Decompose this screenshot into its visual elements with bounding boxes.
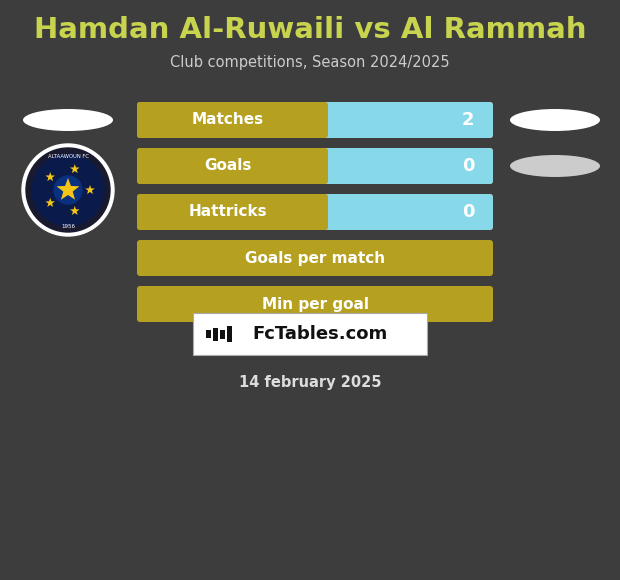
Text: ALTAAWOUN FC: ALTAAWOUN FC: [48, 154, 89, 158]
Ellipse shape: [510, 109, 600, 131]
Bar: [220, 329, 225, 339]
FancyBboxPatch shape: [137, 102, 328, 138]
Text: Goals per match: Goals per match: [245, 251, 385, 266]
Text: Hamdan Al-Ruwaili vs Al Rammah: Hamdan Al-Ruwaili vs Al Rammah: [33, 16, 587, 44]
FancyBboxPatch shape: [312, 148, 493, 184]
Polygon shape: [85, 185, 95, 194]
Text: Club competitions, Season 2024/2025: Club competitions, Season 2024/2025: [170, 55, 450, 70]
Text: Hattricks: Hattricks: [188, 205, 267, 219]
Circle shape: [26, 148, 110, 232]
FancyBboxPatch shape: [312, 194, 493, 230]
Ellipse shape: [23, 109, 113, 131]
Circle shape: [32, 154, 104, 226]
Polygon shape: [70, 164, 79, 173]
FancyBboxPatch shape: [137, 102, 493, 138]
Polygon shape: [56, 178, 79, 200]
FancyBboxPatch shape: [137, 194, 328, 230]
Polygon shape: [45, 172, 55, 181]
Circle shape: [22, 144, 114, 236]
Text: 0: 0: [462, 157, 474, 175]
FancyBboxPatch shape: [312, 102, 493, 138]
FancyBboxPatch shape: [137, 286, 493, 322]
FancyBboxPatch shape: [137, 194, 493, 230]
Text: 0: 0: [462, 203, 474, 221]
Polygon shape: [45, 198, 55, 207]
Bar: [227, 326, 232, 342]
Text: 14 february 2025: 14 february 2025: [239, 375, 381, 390]
Ellipse shape: [510, 155, 600, 177]
Text: Min per goal: Min per goal: [262, 296, 368, 311]
Bar: [206, 330, 211, 338]
Text: Matches: Matches: [192, 113, 264, 128]
Bar: [213, 328, 218, 340]
FancyBboxPatch shape: [137, 240, 493, 276]
Text: FcTables.com: FcTables.com: [252, 325, 388, 343]
Text: 2: 2: [462, 111, 474, 129]
Text: 1956: 1956: [61, 224, 75, 230]
FancyBboxPatch shape: [193, 313, 427, 355]
Circle shape: [54, 176, 82, 204]
FancyBboxPatch shape: [137, 148, 493, 184]
Text: Goals: Goals: [204, 158, 251, 173]
FancyBboxPatch shape: [137, 148, 328, 184]
Polygon shape: [70, 206, 79, 215]
